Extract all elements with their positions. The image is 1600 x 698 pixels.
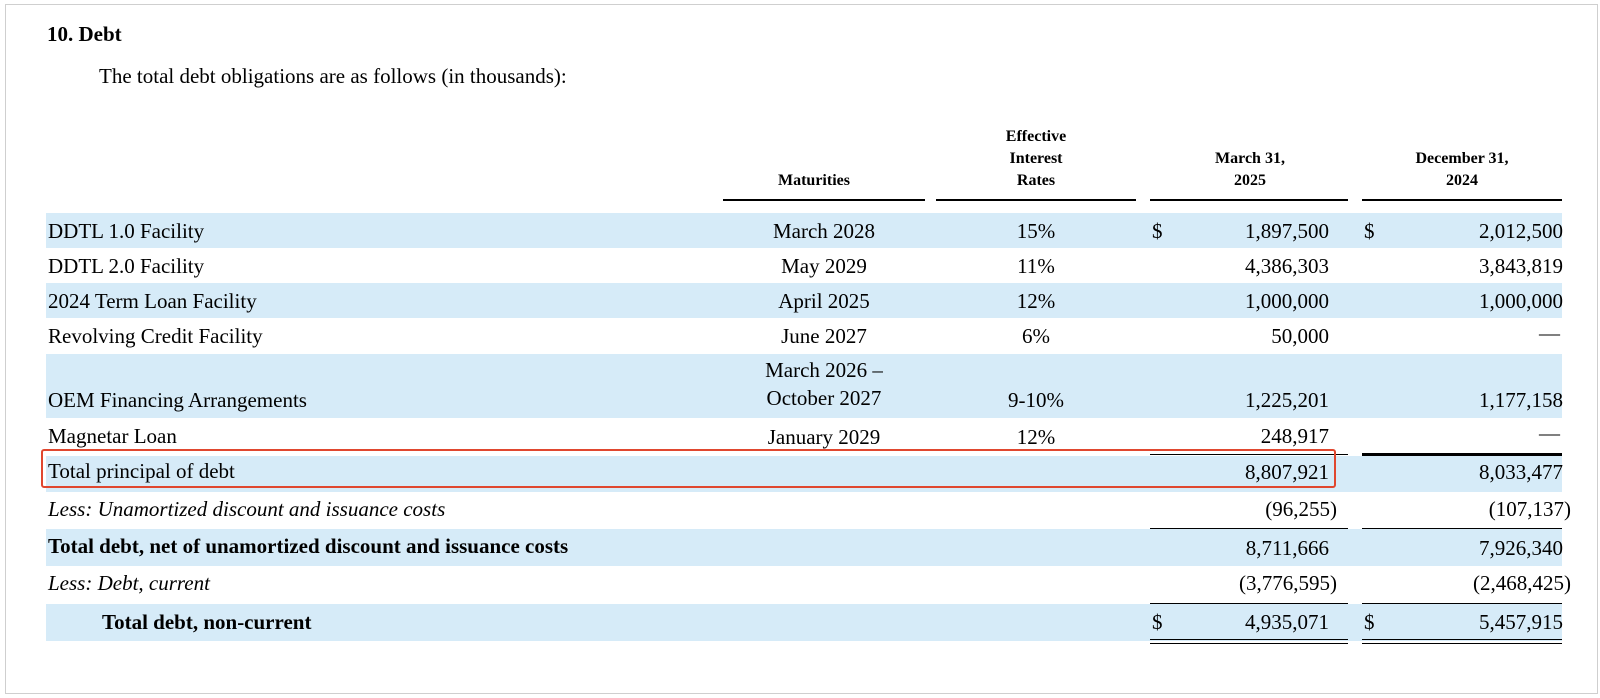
table-row: Less: Debt, current (3,776,595) (2,468,4… — [46, 566, 1571, 602]
row-rate: 15% — [1016, 219, 1056, 243]
row-maturity: May 2029 — [781, 254, 867, 278]
double-underline — [1362, 639, 1562, 644]
row-maturity: March 2026 – — [765, 358, 883, 382]
row-label: Less: Debt, current — [48, 571, 210, 595]
table-row: DDTL 1.0 Facility March 2028 15% $ 1,897… — [46, 213, 1563, 248]
row-value-dec2024: 1,000,000 — [1479, 289, 1563, 313]
row-label: DDTL 1.0 Facility — [48, 219, 205, 243]
table-row: Total debt, net of unamortized discount … — [46, 529, 1563, 566]
row-value-dec2024: (107,137) — [1488, 497, 1571, 521]
table-row: 2024 Term Loan Facility April 2025 12% 1… — [46, 283, 1563, 318]
row-value-mar2025: 4,386,303 — [1245, 254, 1329, 278]
table-row: Magnetar Loan January 2029 12% 248,917 — — [46, 418, 1562, 454]
currency-symbol: $ — [1152, 219, 1163, 243]
em-dash: — — [1539, 321, 1560, 345]
currency-symbol: $ — [1364, 219, 1375, 243]
header-march-2025: March 31, 2025 — [1215, 150, 1285, 189]
row-value-dec2024: 7,926,340 — [1479, 536, 1563, 560]
row-value-mar2025: 8,807,921 — [1245, 460, 1329, 484]
row-label: Total debt, net of unamortized discount … — [48, 534, 569, 558]
row-rate: 12% — [1016, 425, 1056, 449]
header-underline — [936, 199, 1136, 201]
header-underline — [1362, 199, 1562, 201]
row-label: Total principal of debt — [48, 459, 235, 483]
currency-symbol: $ — [1152, 610, 1163, 634]
row-label: Magnetar Loan — [48, 424, 177, 448]
row-label: OEM Financing Arrangements — [48, 388, 307, 412]
table-row: Revolving Credit Facility June 2027 6% 5… — [46, 318, 1562, 354]
table-row: OEM Financing Arrangements March 2026 – … — [46, 354, 1563, 418]
row-value-mar2025: 4,935,071 — [1245, 610, 1329, 634]
section-title: 10. Debt — [47, 22, 122, 46]
row-value-mar2025: 1,897,500 — [1245, 219, 1329, 243]
row-value-mar2025: 1,225,201 — [1245, 388, 1329, 412]
subtotal-rule — [1362, 603, 1562, 604]
table-row: Total debt, non-current $ 4,935,071 $ 5,… — [46, 604, 1563, 641]
row-value-mar2025: (3,776,595) — [1239, 571, 1337, 595]
row-maturity: January 2029 — [767, 425, 881, 449]
highlight-callout-box — [41, 449, 1336, 488]
subtotal-rule — [1362, 453, 1562, 456]
row-label: 2024 Term Loan Facility — [48, 289, 257, 313]
row-label: Total debt, non-current — [102, 610, 312, 634]
subtotal-rule — [1150, 454, 1348, 455]
table-row: DDTL 2.0 Facility May 2029 11% 4,386,303… — [46, 248, 1563, 283]
table-row: Less: Unamortized discount and issuance … — [46, 492, 1571, 528]
currency-symbol: $ — [1364, 610, 1375, 634]
row-maturity: October 2027 — [766, 386, 882, 410]
row-value-mar2025: 50,000 — [1271, 324, 1329, 348]
row-label: Less: Unamortized discount and issuance … — [48, 497, 446, 521]
row-value-dec2024: (2,468,425) — [1473, 571, 1571, 595]
row-maturity: June 2027 — [781, 324, 867, 348]
row-value-dec2024: 8,033,477 — [1479, 460, 1563, 484]
double-underline — [1150, 639, 1348, 644]
row-value-mar2025: (96,255) — [1265, 497, 1337, 521]
row-value-dec2024: 3,843,819 — [1479, 254, 1563, 278]
intro-text: The total debt obligations are as follow… — [99, 64, 567, 88]
subtotal-rule — [1150, 603, 1348, 604]
subtotal-rule — [1150, 528, 1348, 529]
row-rate: 9-10% — [1008, 388, 1064, 412]
row-label: Revolving Credit Facility — [48, 324, 263, 348]
row-value-mar2025: 248,917 — [1260, 424, 1329, 448]
row-maturity: April 2025 — [778, 289, 870, 313]
row-value-dec2024: 2,012,500 — [1479, 219, 1563, 243]
header-effective-interest-rates: Effective Interest Rates — [1005, 128, 1067, 189]
header-maturities: Maturities — [778, 172, 850, 189]
document-frame — [5, 4, 1598, 694]
row-value-mar2025: 8,711,666 — [1245, 536, 1329, 560]
header-underline — [1150, 199, 1348, 201]
row-rate: 6% — [1022, 324, 1050, 348]
header-december-2024: December 31, 2024 — [1415, 150, 1509, 189]
row-label: DDTL 2.0 Facility — [48, 254, 205, 278]
row-value-mar2025: 1,000,000 — [1245, 289, 1329, 313]
row-rate: 12% — [1016, 289, 1056, 313]
row-value-dec2024: 5,457,915 — [1479, 610, 1563, 634]
row-value-dec2024: 1,177,158 — [1479, 388, 1563, 412]
em-dash: — — [1539, 421, 1560, 445]
subtotal-rule — [1362, 528, 1562, 529]
row-rate: 11% — [1017, 254, 1055, 278]
row-maturity: March 2028 — [772, 219, 876, 243]
header-underline — [723, 199, 925, 201]
